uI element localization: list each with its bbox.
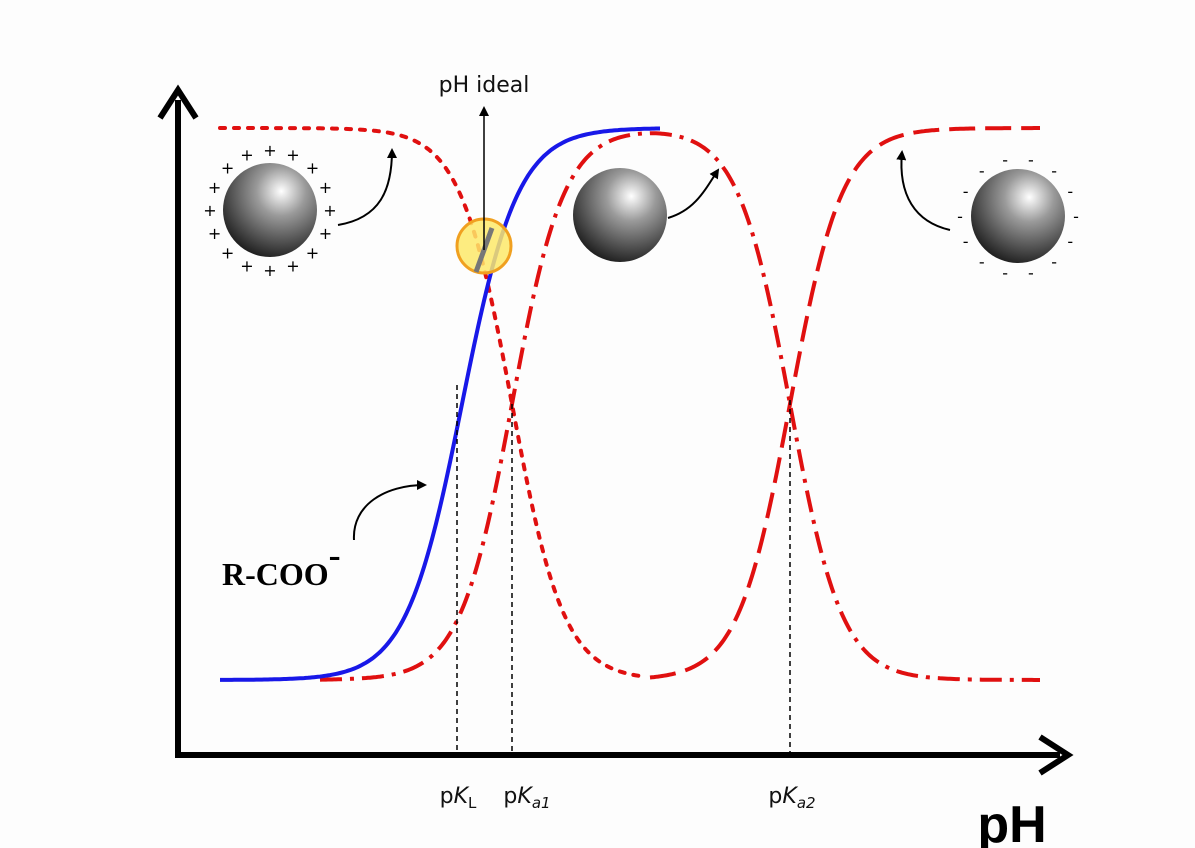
marker-symbol: K	[782, 784, 798, 809]
charge-sign: -	[1028, 151, 1034, 170]
charge-sign: -	[979, 162, 985, 181]
charge-sign: +	[240, 256, 253, 275]
charge-sign: -	[979, 252, 985, 271]
charge-sign: -	[1051, 252, 1057, 271]
marker-prefix: p	[768, 784, 782, 809]
charge-sign: -	[1002, 264, 1008, 283]
charge-sign: +	[323, 201, 336, 220]
charge-sign: +	[319, 224, 332, 243]
curved-arrow	[352, 480, 427, 541]
sphere-neutral	[573, 168, 667, 262]
charge-sign: -	[957, 207, 963, 226]
curved-arrow	[896, 150, 951, 231]
charge-sign: +	[240, 146, 253, 165]
charge-sign: +	[208, 178, 221, 197]
charge-sign: +	[286, 256, 299, 275]
carboxylate-group: R-COO	[222, 556, 329, 592]
charge-sign: +	[306, 159, 319, 178]
charge-signs: ++++++++++++ + +++----------- ---	[203, 141, 1079, 283]
charge-sign: +	[286, 146, 299, 165]
curved-arrow	[337, 148, 397, 226]
x-axis-arrow	[1038, 734, 1074, 776]
charge-sign: +	[203, 201, 216, 220]
charge-sign: -	[963, 182, 969, 201]
carboxylate-label: R-COO-	[222, 535, 341, 592]
curves	[218, 126, 1040, 682]
marker-label: pKa1	[503, 784, 550, 812]
charge-sign: +	[263, 261, 276, 280]
marker-label: pKa2	[768, 784, 815, 812]
anion-curve	[649, 126, 1040, 680]
sphere-negative	[971, 169, 1065, 263]
marker-prefix: p	[440, 784, 454, 809]
ideal-label: pH ideal	[439, 73, 530, 98]
charge-sign: -	[1067, 182, 1073, 201]
charge-sign: -	[1002, 151, 1008, 170]
marker-symbol: K	[454, 784, 470, 809]
sphere-positive	[223, 163, 317, 257]
marker-subscript: L	[468, 794, 477, 812]
carboxylate-curve	[220, 126, 660, 682]
marker-prefix: p	[503, 784, 517, 809]
charge-sign: -	[1067, 232, 1073, 251]
charge-sign: +	[221, 243, 234, 262]
charge-sign: +	[306, 243, 319, 262]
charge-sign: +	[263, 141, 276, 160]
marker-subscript: a2	[797, 794, 816, 812]
charge-sign: -	[1073, 207, 1079, 226]
carboxylate-charge: -	[329, 535, 341, 575]
neutral-curve	[319, 131, 1040, 682]
marker-symbol: K	[517, 784, 533, 809]
charge-sign: -	[1028, 264, 1034, 283]
axis-label: pH	[977, 796, 1046, 848]
charge-sign: +	[319, 178, 332, 197]
marker-label: pKL	[440, 784, 477, 812]
charge-sign: -	[1051, 162, 1057, 181]
charge-sign: -	[963, 232, 969, 251]
cation-curve	[218, 126, 642, 678]
marker-subscript: a1	[532, 794, 551, 812]
y-axis-arrow	[157, 84, 199, 120]
charge-sign: +	[221, 159, 234, 178]
curved-arrow	[667, 168, 720, 219]
charge-sign: +	[208, 224, 221, 243]
